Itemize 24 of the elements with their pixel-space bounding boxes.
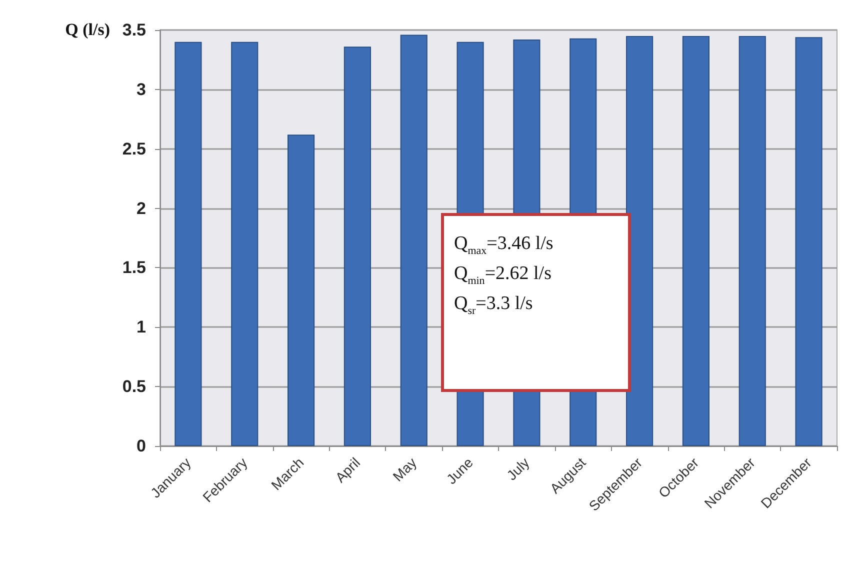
bar	[288, 134, 315, 446]
y-tick-label: 3	[136, 80, 146, 99]
x-tick-label: May	[390, 454, 420, 484]
annotation: Q$_{max}$=3.46 l/s	[454, 232, 554, 259]
bar	[682, 36, 710, 446]
bar	[344, 46, 371, 446]
y-tick-label: 0	[136, 436, 146, 456]
x-tick-label: July	[503, 454, 532, 484]
y-tick-label: 1	[136, 318, 146, 337]
y-tick-label: 3.5	[122, 20, 146, 40]
bar	[400, 34, 428, 446]
y-tick-label: 2	[136, 198, 146, 218]
annotation: Q$_{sr}$=3.3 l/s	[454, 292, 534, 318]
y-tick-label: 2.5	[122, 139, 146, 158]
bar	[738, 36, 766, 446]
y-axis-title: Q (l/s)	[65, 20, 110, 39]
y-tick-label: 0.5	[122, 377, 146, 396]
bar	[231, 42, 258, 446]
bar	[174, 42, 202, 446]
y-tick-label: 1.5	[122, 258, 146, 278]
annotation: Q$_{min}$=2.62 l/s	[454, 262, 552, 289]
bar	[795, 37, 822, 446]
note-box: Q$_{max}$=3.46 l/s Q$_{min}$=2.62 l/s Q$_{sr}$=3.3 l/s	[440, 213, 630, 392]
bar	[626, 36, 654, 446]
